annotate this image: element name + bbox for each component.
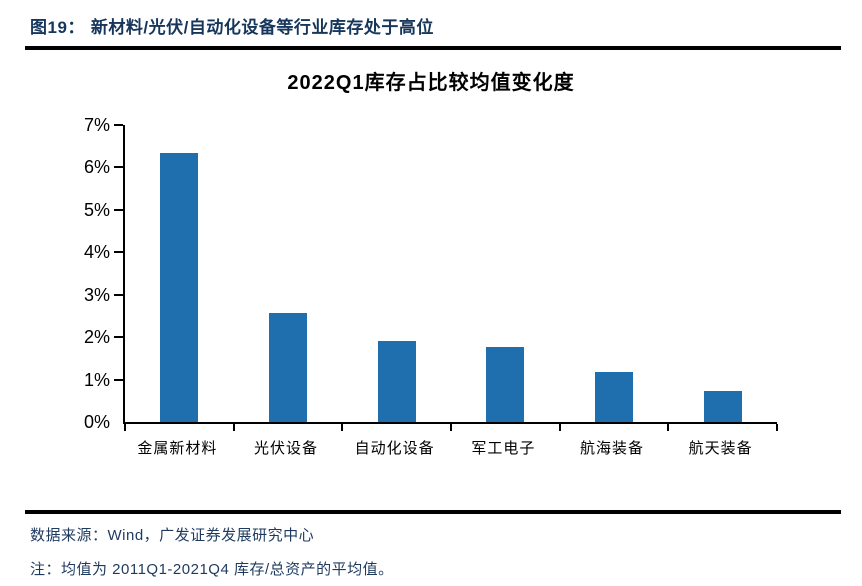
y-axis-tick	[114, 166, 123, 169]
y-axis-tick	[114, 378, 123, 381]
x-axis-tick	[450, 424, 452, 431]
y-axis-tick-label: 5%	[83, 199, 110, 220]
footnote: 注：均值为 2011Q1-2021Q4 库存/总资产的平均值。	[30, 561, 394, 578]
x-axis-tick	[558, 424, 561, 431]
y-axis-tick	[114, 251, 123, 254]
x-axis-tick	[124, 424, 126, 431]
y-axis-tick-label: 2%	[83, 327, 110, 348]
y-axis-tick	[114, 336, 123, 339]
figure-header: 图19： 新材料/光伏/自动化设备等行业库存处于高位	[30, 13, 434, 38]
y-axis-tick-label: 1%	[83, 369, 110, 390]
top-divider	[25, 46, 841, 50]
x-axis-category-label: 航天装备	[688, 440, 753, 457]
chart-title: 2022Q1库存占比较均值变化度	[287, 72, 575, 94]
data-source: 数据来源：Wind，广发证券发展研究中心	[30, 527, 315, 544]
bar	[377, 340, 416, 422]
y-axis-tick-label: 4%	[83, 242, 110, 263]
y-axis-tick-label: 0%	[83, 412, 110, 432]
x-axis-tick	[232, 424, 235, 431]
figure-number: 图19：	[30, 18, 85, 37]
x-axis-tick	[776, 424, 778, 431]
bottom-divider	[25, 510, 841, 514]
y-axis-tick	[114, 124, 123, 126]
y-axis-tick	[114, 208, 123, 211]
plot-area	[123, 125, 778, 431]
bar	[703, 390, 742, 422]
x-axis-tick	[341, 424, 344, 431]
y-axis-tick-label: 3%	[83, 284, 110, 305]
y-axis-tick	[114, 293, 123, 296]
bar	[160, 153, 199, 422]
x-axis-category-label: 光伏设备	[253, 440, 318, 457]
bar	[269, 313, 307, 422]
y-axis-tick-label: 6%	[83, 157, 110, 178]
bar	[486, 347, 525, 422]
x-axis-category-label: 军工电子	[471, 440, 536, 457]
x-axis-tick	[667, 424, 670, 431]
x-axis-category-label: 自动化设备	[354, 440, 435, 457]
x-axis-category-label: 金属新材料	[137, 440, 218, 457]
bar	[595, 372, 633, 422]
x-axis-category-label: 航海装备	[579, 440, 644, 457]
figure-title: 新材料/光伏/自动化设备等行业库存处于高位	[90, 18, 434, 37]
y-axis-tick-label: 7%	[83, 115, 110, 135]
